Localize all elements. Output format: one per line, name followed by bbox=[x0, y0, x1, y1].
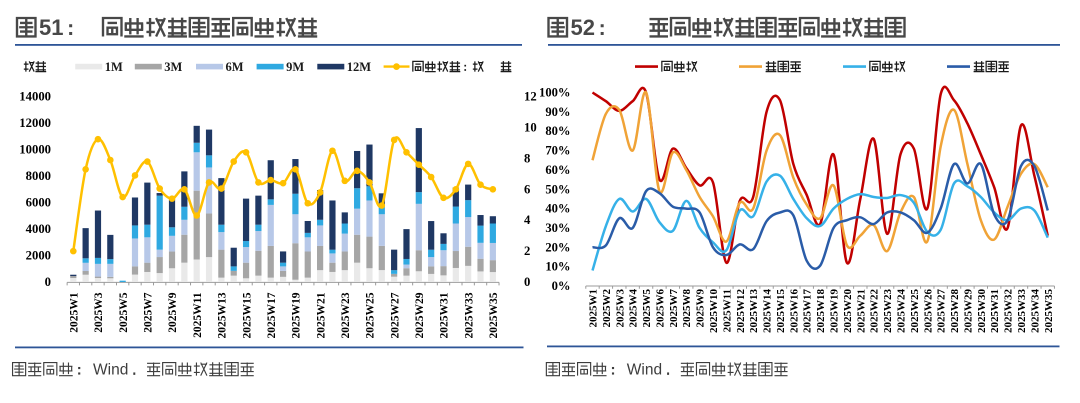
svg-text:2025W10: 2025W10 bbox=[708, 289, 720, 334]
svg-text:2025W7: 2025W7 bbox=[668, 289, 680, 328]
svg-text:2025W19: 2025W19 bbox=[829, 289, 841, 334]
svg-text:2025W3: 2025W3 bbox=[93, 292, 105, 333]
svg-text:2025W27: 2025W27 bbox=[936, 289, 948, 334]
svg-text:2025W17: 2025W17 bbox=[802, 289, 814, 334]
svg-text:4000: 4000 bbox=[26, 222, 51, 236]
svg-text:2025W34: 2025W34 bbox=[1029, 289, 1041, 334]
svg-text:50%: 50% bbox=[545, 182, 570, 196]
svg-text:60%: 60% bbox=[545, 163, 570, 177]
svg-text:2025W23: 2025W23 bbox=[882, 289, 894, 334]
svg-text:0: 0 bbox=[45, 275, 51, 289]
svg-text:90%: 90% bbox=[545, 105, 570, 119]
svg-text:2025W15: 2025W15 bbox=[775, 289, 787, 334]
svg-text:2025W27: 2025W27 bbox=[389, 292, 401, 338]
svg-text:2025W8: 2025W8 bbox=[681, 289, 693, 328]
svg-text:70%: 70% bbox=[545, 144, 570, 158]
svg-text:2025W9: 2025W9 bbox=[695, 289, 707, 328]
svg-text:2025W26: 2025W26 bbox=[922, 289, 934, 334]
svg-text:2025W4: 2025W4 bbox=[628, 289, 640, 328]
svg-text:12M: 12M bbox=[347, 60, 372, 74]
svg-text:2025W5: 2025W5 bbox=[641, 289, 653, 328]
svg-text:2025W5: 2025W5 bbox=[118, 292, 130, 333]
svg-text:2025W30: 2025W30 bbox=[976, 289, 988, 334]
svg-text:2025W19: 2025W19 bbox=[291, 292, 303, 338]
svg-text:2025W24: 2025W24 bbox=[895, 289, 907, 334]
svg-text:20%: 20% bbox=[545, 240, 570, 254]
svg-text:4: 4 bbox=[524, 213, 531, 227]
svg-text:80%: 80% bbox=[545, 124, 570, 138]
svg-text:2025W31: 2025W31 bbox=[439, 292, 451, 338]
svg-text:2025W7: 2025W7 bbox=[143, 292, 155, 333]
svg-text:0%: 0% bbox=[552, 279, 571, 293]
svg-text:2025W6: 2025W6 bbox=[654, 289, 666, 328]
svg-text:2025W32: 2025W32 bbox=[1003, 289, 1015, 334]
svg-text:2025W9: 2025W9 bbox=[167, 292, 179, 333]
svg-text:52: 52 bbox=[571, 15, 595, 40]
svg-text:2000: 2000 bbox=[26, 249, 51, 263]
svg-text:2025W15: 2025W15 bbox=[241, 292, 253, 338]
svg-text:2025W25: 2025W25 bbox=[365, 292, 377, 338]
svg-text:2025W11: 2025W11 bbox=[721, 289, 733, 332]
svg-text:Wind: Wind bbox=[93, 362, 128, 379]
svg-text:2025W33: 2025W33 bbox=[1016, 289, 1028, 334]
svg-text:9M: 9M bbox=[286, 60, 304, 74]
svg-text:51: 51 bbox=[39, 15, 63, 40]
svg-text:40%: 40% bbox=[545, 202, 570, 216]
svg-text:6: 6 bbox=[524, 182, 530, 196]
svg-text:2025W13: 2025W13 bbox=[217, 292, 229, 338]
svg-text:2025W31: 2025W31 bbox=[989, 289, 1001, 333]
svg-text:2025W14: 2025W14 bbox=[762, 289, 774, 334]
svg-text:2025W17: 2025W17 bbox=[266, 292, 278, 338]
svg-text:2025W12: 2025W12 bbox=[735, 289, 747, 334]
svg-text:Wind: Wind bbox=[627, 362, 662, 379]
svg-text:0: 0 bbox=[524, 275, 530, 289]
svg-text:30%: 30% bbox=[545, 221, 570, 235]
svg-text:8: 8 bbox=[524, 151, 530, 165]
svg-text:2025W20: 2025W20 bbox=[842, 289, 854, 334]
svg-text:100%: 100% bbox=[539, 86, 570, 100]
svg-text:2025W1: 2025W1 bbox=[69, 292, 81, 333]
svg-text:10%: 10% bbox=[545, 260, 570, 274]
svg-text:2025W13: 2025W13 bbox=[748, 289, 760, 334]
svg-text:8000: 8000 bbox=[26, 169, 51, 183]
svg-text:3M: 3M bbox=[164, 60, 182, 74]
svg-text:2025W33: 2025W33 bbox=[463, 292, 475, 338]
svg-text:6M: 6M bbox=[226, 60, 244, 74]
svg-text:2025W1: 2025W1 bbox=[588, 289, 600, 328]
svg-text:12: 12 bbox=[524, 90, 537, 104]
svg-text:2025W21: 2025W21 bbox=[315, 292, 327, 338]
svg-text:12000: 12000 bbox=[19, 116, 51, 130]
svg-text:2025W25: 2025W25 bbox=[909, 289, 921, 334]
svg-text:1M: 1M bbox=[105, 60, 123, 74]
svg-text:2025W3: 2025W3 bbox=[614, 289, 626, 328]
svg-text:6000: 6000 bbox=[26, 196, 51, 210]
svg-text:2025W16: 2025W16 bbox=[788, 289, 800, 334]
svg-text:10: 10 bbox=[524, 121, 537, 135]
svg-text:14000: 14000 bbox=[19, 90, 51, 104]
svg-text:10000: 10000 bbox=[19, 143, 51, 157]
svg-text:2025W11: 2025W11 bbox=[192, 292, 204, 338]
svg-text:2025W29: 2025W29 bbox=[962, 289, 974, 334]
svg-text:2025W35: 2025W35 bbox=[1043, 289, 1055, 334]
svg-text:2025W22: 2025W22 bbox=[869, 289, 881, 334]
svg-text:2025W29: 2025W29 bbox=[414, 292, 426, 338]
svg-text:2025W21: 2025W21 bbox=[855, 289, 867, 333]
svg-text:2025W18: 2025W18 bbox=[815, 289, 827, 334]
svg-text:2025W2: 2025W2 bbox=[601, 289, 613, 328]
svg-text:2: 2 bbox=[524, 244, 530, 258]
svg-text:2025W23: 2025W23 bbox=[340, 292, 352, 338]
svg-text:2025W35: 2025W35 bbox=[488, 292, 500, 338]
svg-text:2025W28: 2025W28 bbox=[949, 289, 961, 334]
